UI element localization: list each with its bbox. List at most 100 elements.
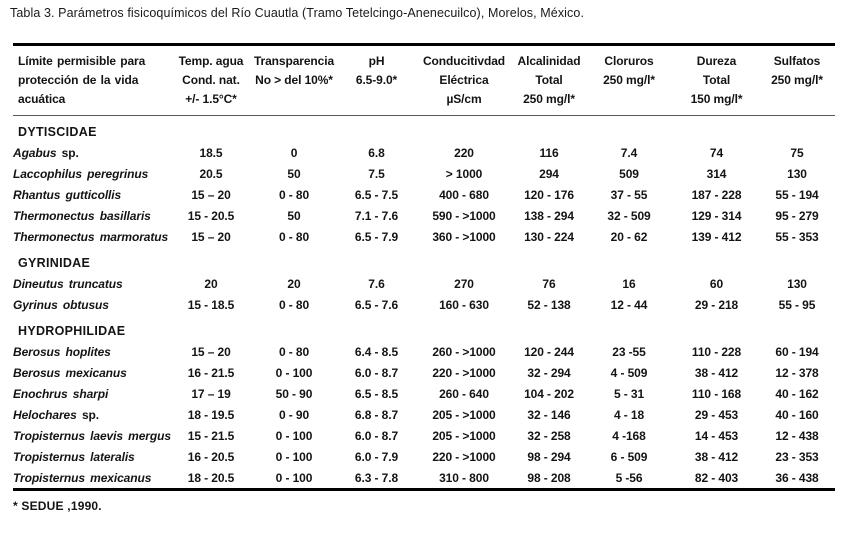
value-cell: 55 - 353: [775, 229, 819, 244]
table-row: Agabus sp. 18.5 0 6.8 220 116 7.4 74 75: [13, 142, 835, 163]
column-header-line: No > del 10%*: [255, 73, 333, 87]
value-cell: 16 - 21.5: [187, 365, 235, 380]
species-name: Berosus hoplites: [13, 344, 111, 359]
value-cell: 0: [290, 145, 298, 160]
column-header-line: Límite permisible para: [18, 54, 146, 68]
value-cell: 6.3 - 7.8: [354, 470, 399, 485]
value-cell: 509: [619, 166, 639, 181]
table-row: Helochares sp. 18 - 19.5 0 - 90 6.8 - 8.7 20…: [13, 404, 835, 425]
value-cell: 23 -55: [612, 344, 646, 359]
value-cell: 314: [706, 166, 727, 181]
value-cell: 15 – 20: [191, 187, 231, 202]
value-cell: 120 - 244: [524, 344, 574, 359]
value-cell: 6.5 - 7.6: [354, 297, 399, 312]
value-cell: 260 - 640: [439, 386, 489, 401]
column-header-alcalinidad: Alcalinidad Total 250 mg/l*: [514, 44, 584, 116]
value-cell: 18 - 19.5: [187, 407, 235, 422]
value-cell: 7.6: [368, 276, 385, 291]
value-cell: 74: [709, 145, 724, 160]
column-header-line: Transparencia: [253, 54, 335, 68]
value-cell: 50 - 90: [275, 386, 313, 401]
column-header-line: Dureza: [696, 54, 737, 68]
value-cell: 37 - 55: [610, 187, 648, 202]
value-cell: 16 - 20.5: [187, 449, 235, 464]
table-row: Gyrinus obtusus 15 - 18.5 0 - 80 6.5 - 7.6 1…: [13, 294, 835, 315]
column-header-line: Eléctrica: [439, 73, 489, 87]
value-cell: 55 - 95: [778, 297, 816, 312]
species-name: Dineutus truncatus: [13, 276, 123, 291]
value-cell: 17 – 19: [191, 386, 231, 401]
value-cell: 0 - 90: [278, 407, 310, 422]
value-cell: 160 - 630: [439, 297, 489, 312]
value-cell: 38 - 412: [694, 449, 739, 464]
value-cell: 36 - 438: [775, 470, 819, 485]
table-caption: Tabla 3. Parámetros fisicoquímicos del R…: [10, 6, 585, 20]
value-cell: 60: [709, 276, 724, 291]
footnote: * SEDUE ,1990.: [13, 499, 102, 513]
species-name: Berosus mexicanus: [13, 365, 127, 380]
table-header: Límite permisible para protección de la v…: [13, 44, 835, 116]
value-cell: 0 - 80: [278, 344, 310, 359]
value-cell: 16: [622, 276, 636, 291]
value-cell: 0 - 80: [278, 297, 310, 312]
value-cell: 130 - 224: [524, 229, 574, 244]
value-cell: 15 – 20: [191, 344, 231, 359]
family-section-header: DYTISCIDAE: [18, 125, 97, 139]
value-cell: 187 - 228: [691, 187, 742, 202]
value-cell: 7.1 - 7.6: [354, 208, 399, 223]
value-cell: 40 - 160: [775, 407, 819, 422]
value-cell: 14 - 453: [694, 428, 739, 443]
value-cell: 95 - 279: [775, 208, 819, 223]
header-row: Límite permisible para protección de la v…: [13, 44, 835, 116]
value-cell: 6.8 - 8.7: [354, 407, 399, 422]
value-cell: 400 - 680: [439, 187, 489, 202]
value-cell: 6.8: [368, 145, 385, 160]
value-cell: 32 - 258: [527, 428, 571, 443]
value-cell: 50: [287, 166, 301, 181]
scanned-table-page: Tabla 3. Parámetros fisicoquímicos del R…: [0, 6, 845, 534]
value-cell: 0 - 100: [275, 365, 313, 380]
column-header-sulfatos: Sulfatos 250 mg/l*: [759, 44, 835, 116]
table-row: Berosus mexicanus 16 - 21.5 0 - 100 6.0 - 8…: [13, 362, 835, 383]
column-header-line: Cloruros: [604, 54, 654, 68]
value-cell: 5 - 31: [613, 386, 645, 401]
column-header-conductividad: Conducitivdad Eléctrica µS/cm: [414, 44, 514, 116]
species-name: Thermonectus basillaris: [13, 208, 151, 223]
parameters-table: Límite permisible para protección de la v…: [13, 43, 835, 491]
value-cell: 20 - 62: [610, 229, 648, 244]
value-cell: 129 - 314: [691, 208, 742, 223]
value-cell: 120 - 176: [524, 187, 574, 202]
value-cell: 15 - 20.5: [187, 208, 235, 223]
value-cell: 12 - 44: [610, 297, 648, 312]
value-cell: 110 - 228: [691, 344, 742, 359]
value-cell: 55 - 194: [775, 187, 819, 202]
value-cell: 20.5: [199, 166, 223, 181]
value-cell: 32 - 146: [527, 407, 571, 422]
value-cell: 4 -168: [612, 428, 646, 443]
column-header-line: 150 mg/l*: [690, 92, 743, 106]
column-header-cloruros: Cloruros 250 mg/l*: [584, 44, 674, 116]
value-cell: 29 - 218: [694, 297, 739, 312]
value-cell: 38 - 412: [694, 365, 739, 380]
column-header-line: Conducitivdad: [422, 54, 506, 68]
value-cell: 310 - 800: [439, 470, 489, 485]
value-cell: 139 - 412: [691, 229, 742, 244]
column-header-line: 250 mg/l*: [771, 73, 823, 87]
family-section-header: HYDROPHILIDAE: [18, 324, 126, 338]
value-cell: 98 - 294: [527, 449, 571, 464]
value-cell: 220: [454, 145, 474, 160]
value-cell: 6.0 - 7.9: [354, 449, 399, 464]
value-cell: 15 - 21.5: [187, 428, 235, 443]
value-cell: 15 - 18.5: [187, 297, 235, 312]
table-row: Laccophilus peregrinus 20.5 50 7.5 > 1000 294…: [13, 163, 835, 184]
value-cell: 6.4 - 8.5: [354, 344, 399, 359]
value-cell: 7.5: [368, 166, 385, 181]
species-name: Laccophilus peregrinus: [13, 166, 149, 181]
value-cell: 20: [204, 276, 218, 291]
value-cell: 220 - >1000: [432, 365, 496, 380]
column-header-line: Total: [535, 73, 563, 87]
column-header-line: 250 mg/l*: [523, 92, 575, 106]
value-cell: 60 - 194: [775, 344, 819, 359]
species-name: Helochares sp.: [13, 407, 99, 422]
column-header-line: Sulfatos: [773, 54, 821, 68]
